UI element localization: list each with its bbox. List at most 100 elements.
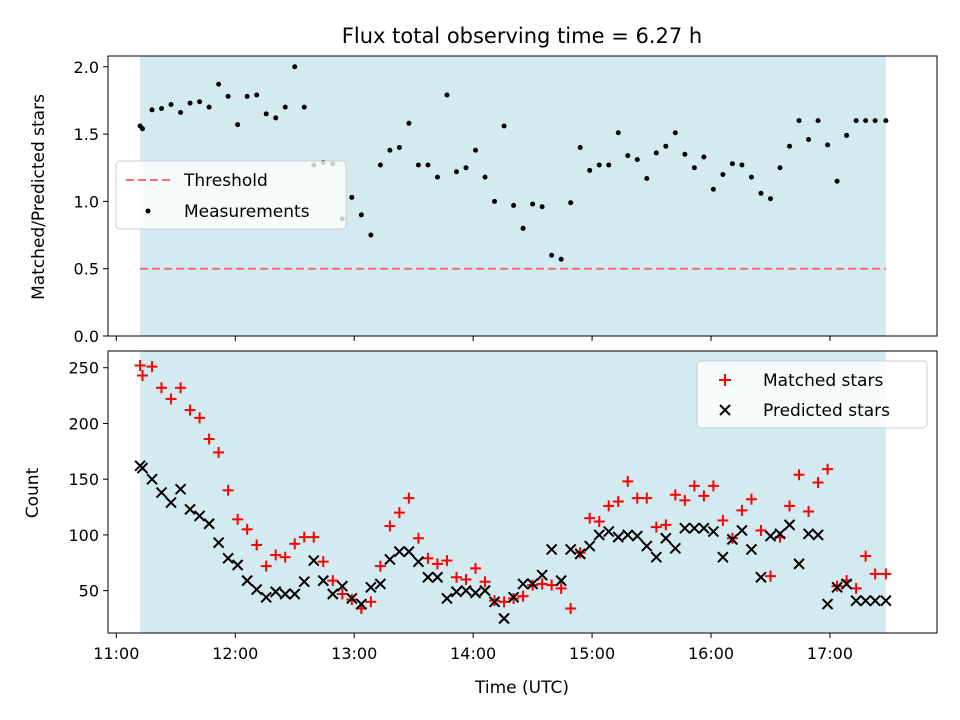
top-y-axis: 0.0 0.5 1.0 1.5 2.0 xyxy=(74,58,108,346)
measurement-point xyxy=(168,101,174,107)
measurement-point xyxy=(806,136,812,142)
predicted-star-point xyxy=(641,540,653,552)
measurement-point xyxy=(653,150,659,156)
matched-star-point xyxy=(860,550,872,562)
measurement-point xyxy=(663,143,669,149)
measurement-point xyxy=(197,99,203,105)
measurement-point xyxy=(872,118,878,124)
matched-star-point xyxy=(384,520,396,532)
top-ytick-label: 2.0 xyxy=(74,58,99,77)
predicted-star-point xyxy=(488,596,501,608)
measurement-point xyxy=(282,104,288,110)
legend-predicted-swatch xyxy=(719,404,731,416)
measurement-point xyxy=(596,162,602,168)
matched-star-point xyxy=(745,493,757,505)
matched-star-point xyxy=(203,433,215,445)
measurement-point xyxy=(615,130,621,136)
predicted-star-point xyxy=(717,551,729,563)
predicted-star-point xyxy=(793,558,805,570)
measurement-point xyxy=(787,143,793,149)
measurement-point xyxy=(691,165,697,171)
legend-measurements-label: Measurements xyxy=(184,202,310,222)
measurement-point xyxy=(149,107,155,113)
matched-star-point xyxy=(698,490,710,502)
predicted-star-point xyxy=(422,571,434,583)
measurement-point xyxy=(501,123,507,129)
measurement-point xyxy=(606,162,612,168)
measurement-point xyxy=(853,118,859,124)
measurement-point xyxy=(530,201,536,207)
predicted-star-point xyxy=(840,578,853,590)
top-axes-frame xyxy=(107,55,938,337)
measurement-point xyxy=(273,115,279,121)
measurement-point xyxy=(634,157,640,163)
top-ytick-label: 1.0 xyxy=(74,192,99,211)
bottom-panel: 50 100 150 200 250 11:00 12:00 13:00 14:00 15:00… xyxy=(23,350,938,698)
predicted-star-point xyxy=(241,574,253,587)
matched-star-point xyxy=(479,576,491,588)
predicted-star-point xyxy=(745,543,758,556)
predicted-star-point xyxy=(317,574,329,587)
measurement-point xyxy=(834,178,840,184)
measurement-point xyxy=(825,142,831,148)
measurement-point xyxy=(844,132,850,138)
matched-star-point xyxy=(669,489,681,501)
matched-star-point xyxy=(584,512,596,524)
measurement-point xyxy=(159,106,165,111)
measurement-point xyxy=(301,104,307,110)
measurement-point xyxy=(216,81,222,87)
matched-star-point xyxy=(660,519,672,531)
predicted-star-point xyxy=(707,525,720,538)
matched-star-point xyxy=(755,524,767,536)
predicted-star-point xyxy=(669,542,682,554)
predicted-star-point xyxy=(679,522,691,534)
predicted-star-point xyxy=(507,591,520,604)
predicted-star-point xyxy=(631,530,643,542)
predicted-star-point xyxy=(555,574,567,587)
bottom-xtick-label: 15:00 xyxy=(569,644,615,663)
measurement-point xyxy=(767,196,773,202)
predicted-star-point xyxy=(536,569,548,581)
top-panel: 0.00.51.01.52.0 Matched/Predicted stars … xyxy=(29,55,938,346)
predicted-star-point xyxy=(479,584,491,597)
legend-threshold-label: Threshold xyxy=(183,171,268,191)
bottom-ytick-label: 150 xyxy=(68,470,99,489)
measurement-point xyxy=(349,194,355,200)
measurement-point xyxy=(520,225,526,231)
matched-star-point xyxy=(403,492,415,504)
predicted-star-point xyxy=(412,555,425,568)
predicted-star-point xyxy=(298,576,310,588)
measurement-point xyxy=(187,100,193,106)
predicted-star-point xyxy=(136,462,149,474)
matched-star-point xyxy=(251,539,263,551)
predicted-star-point xyxy=(688,522,701,534)
predicted-star-point xyxy=(764,530,777,542)
measurement-point xyxy=(729,161,735,167)
matched-star-point xyxy=(612,495,624,507)
matched-star-point xyxy=(650,521,662,533)
matched-star-point xyxy=(450,571,462,583)
top-ytick-label: 0.5 xyxy=(74,260,99,279)
predicted-star-point xyxy=(193,510,206,522)
matched-star-point xyxy=(175,382,187,394)
measurement-point xyxy=(815,118,821,124)
measurement-point xyxy=(206,104,212,110)
matched-star-point xyxy=(850,582,862,594)
predicted-star-point xyxy=(184,503,196,515)
matched-star-point xyxy=(631,492,643,504)
matched-star-point xyxy=(717,514,729,526)
measurement-point xyxy=(682,151,688,157)
measurement-point xyxy=(396,145,402,151)
predicted-star-point xyxy=(203,518,215,530)
measurement-point xyxy=(178,110,184,116)
predicted-star-point xyxy=(726,533,739,546)
matched-star-point xyxy=(688,480,700,492)
measurement-point xyxy=(863,118,869,124)
predicted-star-point xyxy=(146,473,158,485)
predicted-star-point xyxy=(583,540,596,552)
bottom-xtick-label: 17:00 xyxy=(807,644,853,663)
legend-matched-swatch xyxy=(719,374,731,386)
measurement-point xyxy=(883,118,889,124)
predicted-star-point xyxy=(393,545,406,558)
measurement-point xyxy=(758,190,764,196)
